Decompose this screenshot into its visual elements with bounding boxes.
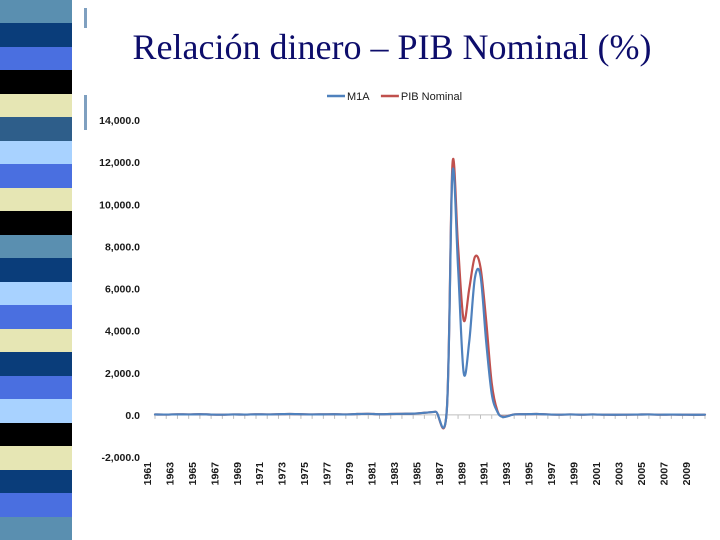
- chart-legend: M1A PIB Nominal: [327, 91, 462, 103]
- legend-label: PIB Nominal: [401, 91, 462, 103]
- y-tick-label: 14,000.0: [99, 115, 140, 127]
- x-tick-label: 1963: [164, 462, 176, 486]
- strip-block: [0, 23, 72, 48]
- chart-series: [153, 157, 707, 430]
- title-accent-bar: [84, 8, 87, 28]
- x-axis-tick-labels: 1961 1963 1965 1967 1969 1971 1973 1975 1977 1979…: [142, 462, 693, 486]
- x-tick-label: 1977: [322, 462, 334, 486]
- x-tick-label: 1981: [366, 462, 378, 486]
- x-tick-label: 1983: [389, 462, 401, 486]
- strip-block: [0, 117, 72, 142]
- strip-block: [0, 234, 72, 259]
- x-tick-label: 1995: [524, 462, 536, 486]
- x-tick-label: 2003: [613, 462, 625, 486]
- strip-block: [0, 446, 72, 471]
- x-tick-label: 1967: [209, 462, 221, 486]
- x-tick-label: 1971: [254, 462, 266, 486]
- slide-title: Relación dinero – PIB Nominal (%): [132, 27, 652, 67]
- strip-block: [0, 258, 72, 283]
- y-tick-label: 0.0: [125, 410, 140, 422]
- y-tick-label: 6,000.0: [105, 284, 140, 296]
- x-tick-label: 2007: [658, 462, 670, 486]
- chart-accent-bar: [84, 95, 87, 130]
- x-tick-label: 2009: [681, 462, 693, 486]
- x-tick-label: 1979: [344, 462, 356, 486]
- strip-block: [0, 422, 72, 447]
- strip-block: [0, 328, 72, 353]
- strip-block: [0, 187, 72, 212]
- y-tick-label: 4,000.0: [105, 326, 140, 338]
- y-tick-label: 2,000.0: [105, 368, 140, 380]
- strip-block: [0, 352, 72, 377]
- x-tick-label: 1975: [299, 462, 311, 486]
- y-tick-label: 10,000.0: [99, 199, 140, 211]
- y-tick-label: 8,000.0: [105, 241, 140, 253]
- strip-block: [0, 164, 72, 189]
- x-tick-label: 2001: [591, 462, 603, 486]
- series-line-m1a: [153, 167, 707, 429]
- x-tick-label: 1997: [546, 462, 558, 486]
- strip-block: [0, 140, 72, 165]
- strip-block: [0, 93, 72, 118]
- x-tick-label: 1993: [501, 462, 513, 486]
- x-tick-label: 1973: [277, 462, 289, 486]
- decorative-color-strip: [0, 0, 72, 540]
- x-tick-label: 1985: [411, 462, 423, 486]
- strip-block: [0, 469, 72, 494]
- strip-block: [0, 516, 72, 540]
- x-tick-label: 1999: [569, 462, 581, 486]
- strip-block: [0, 70, 72, 95]
- strip-block: [0, 375, 72, 400]
- strip-block: [0, 211, 72, 236]
- x-tick-label: 1969: [232, 462, 244, 486]
- y-tick-label: -2,000.0: [101, 452, 140, 464]
- y-tick-label: 12,000.0: [99, 157, 140, 169]
- x-tick-label: 1987: [434, 462, 446, 486]
- series-line-pib-nominal: [153, 157, 707, 430]
- x-tick-label: 1991: [479, 462, 491, 486]
- legend-label: M1A: [347, 91, 370, 103]
- strip-block: [0, 399, 72, 424]
- strip-block: [0, 305, 72, 330]
- strip-block: [0, 493, 72, 517]
- x-tick-label: 1961: [142, 462, 154, 486]
- strip-block: [0, 46, 72, 71]
- x-tick-label: 1989: [456, 462, 468, 486]
- y-axis-tick-labels: -2,000.0 0.0 2,000.0 4,000.0 6,000.0 8,000.0 1…: [99, 115, 140, 464]
- x-tick-label: 1965: [187, 462, 199, 486]
- strip-block: [0, 281, 72, 306]
- strip-block: [0, 0, 72, 24]
- x-tick-label: 2005: [636, 462, 648, 486]
